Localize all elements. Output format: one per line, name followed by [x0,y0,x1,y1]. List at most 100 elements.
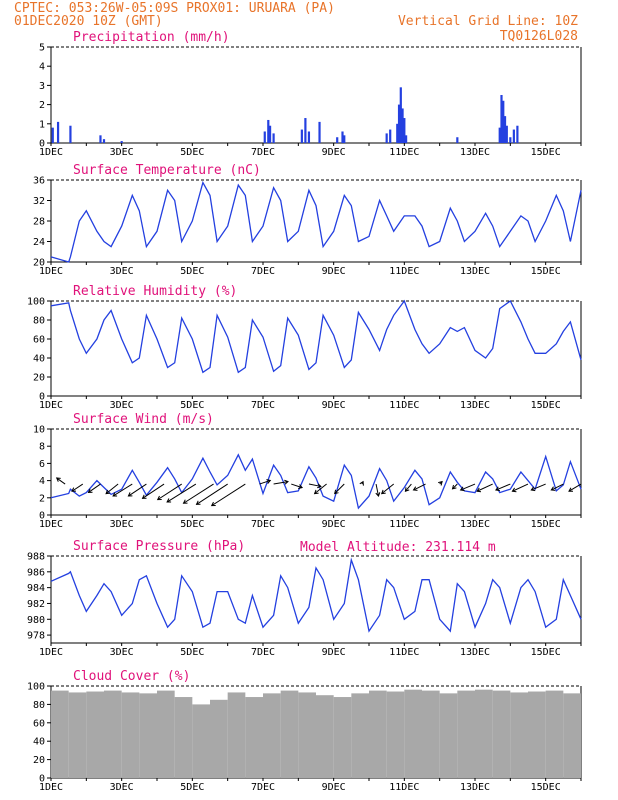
y-tick-label: 988 [27,552,45,563]
bar [399,87,402,143]
bar [500,95,503,143]
x-tick-label: 11DEC [389,782,419,793]
bar [505,125,508,143]
wind-vector-head [298,484,304,489]
y-tick-label: 100 [27,682,45,693]
bar [502,100,505,143]
panel-6: Cloud Cover (%) 0 20 40 60 80 100 1DEC 3DEC 5DEC 7… [27,669,582,793]
y-tick-label: 100 [27,297,45,308]
bar [397,104,401,143]
bar [403,118,406,143]
x-tick-label: 1DEC [39,647,63,658]
x-tick-label: 5DEC [180,782,204,793]
header-station: CPTEC: 053:26W-05:09S PROX01: URUARA (PA… [14,1,335,16]
bar [210,699,228,778]
bar [227,692,246,778]
wind-vector [183,483,214,504]
x-tick-label: 7DEC [251,266,275,277]
bar [456,137,459,143]
series-line [50,180,582,263]
wind-vector-head [55,477,61,482]
wind-vector-head [210,501,216,507]
bar [503,116,507,143]
x-tick-label: 1DEC [39,266,63,277]
x-tick-label: 5DEC [180,266,204,277]
bar [512,129,515,143]
y-tick-label: 2 [39,493,45,504]
y-tick-label: 20 [33,258,45,269]
wind-vector [273,481,289,485]
y-tick-label: 4 [39,62,45,73]
bar [385,133,388,143]
bar [457,690,475,778]
wind-vector-head [141,494,147,499]
wind-vector-head [568,487,573,492]
x-tick-label: 13DEC [460,400,490,411]
bar [304,118,307,143]
bar [69,125,72,143]
bar [280,690,299,778]
y-tick-label: 60 [33,335,45,346]
wind-vector-head [438,480,443,486]
bar [245,697,263,778]
y-tick-label: 1 [39,119,45,130]
x-tick-label: 5DEC [180,647,204,658]
header-model-code: TQ0126L028 [500,29,578,44]
y-tick-label: 24 [33,237,45,248]
wind-vector-head [375,492,381,497]
wind-vector [551,483,564,491]
x-tick-label: 9DEC [322,782,346,793]
x-tick-label: 3DEC [110,519,134,530]
y-tick-label: 984 [27,583,45,594]
wind-vector [512,483,529,492]
y-tick-label: 80 [33,700,45,711]
panels: Precipitation (mm/h) 0 1 2 3 4 5 1DEC 3DEC 5DEC 7D… [27,30,582,793]
y-tick-label: 3 [39,81,45,92]
x-tick-label: 15DEC [531,647,561,658]
wind-vector [211,483,246,507]
model-altitude: Model Altitude: 231.114 m [300,540,496,555]
wind-vector [291,483,303,489]
bar [545,690,564,778]
x-tick-label: 11DEC [389,147,419,158]
x-tick-label: 3DEC [110,266,134,277]
y-tick-label: 978 [27,631,45,642]
wind-vector [375,483,379,497]
wind-vector-head [284,479,289,485]
bar [86,691,104,778]
bar [422,690,440,778]
y-tick-label: 40 [33,737,45,748]
wind-vector-head [313,489,319,495]
x-tick-label: 9DEC [322,266,346,277]
wind-vector-head [182,499,188,504]
x-tick-label: 7DEC [251,647,275,658]
bar [516,125,519,143]
wind-vector-head [530,486,536,492]
panel-1: Precipitation (mm/h) 0 1 2 3 4 5 1DEC 3DEC 5DEC 7D… [39,30,582,158]
x-tick-label: 1DEC [39,147,63,158]
panel-title: Surface Temperature (nC) [73,163,261,178]
panel-4: Surface Wind (m/s) 0 2 4 6 8 10 1DEC 3DEC 5DEC 7DE… [33,412,582,530]
bar [174,697,193,778]
x-tick-label: 9DEC [322,147,346,158]
bar [341,131,344,143]
y-tick-label: 6 [39,459,45,470]
wind-vector-head [166,498,172,503]
wind-vector [56,477,66,485]
y-tick-label: 80 [33,316,45,327]
bar [475,689,493,778]
bar [405,135,408,143]
bar [563,693,581,778]
wind-vector [142,483,165,499]
bar [439,693,458,778]
x-tick-label: 1DEC [39,519,63,530]
panel-title: Cloud Cover (%) [73,669,190,684]
bar [192,704,210,778]
x-tick-label: 7DEC [251,400,275,411]
bar [351,693,369,778]
series-line [50,557,582,633]
y-tick-label: 5 [39,43,45,54]
wind-vector [112,483,133,497]
bar [401,108,404,143]
